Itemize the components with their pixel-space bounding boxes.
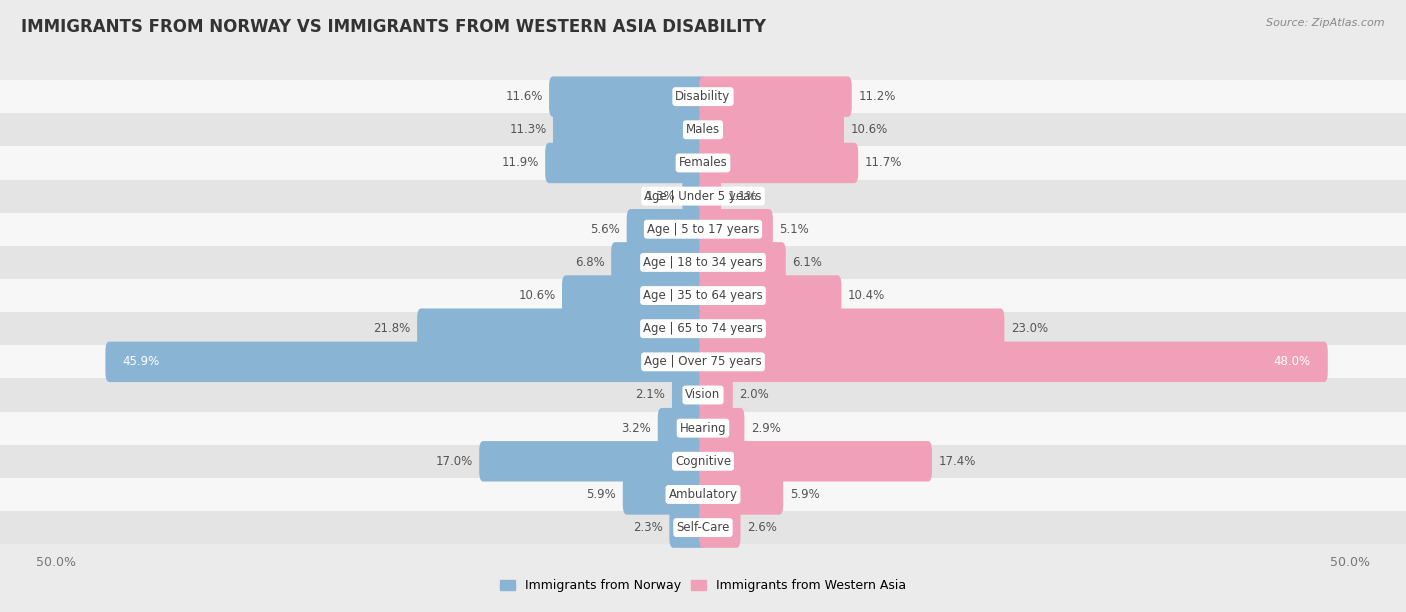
FancyBboxPatch shape: [672, 375, 707, 415]
Text: 11.9%: 11.9%: [502, 157, 538, 170]
FancyBboxPatch shape: [0, 511, 1406, 544]
FancyBboxPatch shape: [699, 507, 741, 548]
Text: 11.2%: 11.2%: [858, 90, 896, 103]
Text: Age | 5 to 17 years: Age | 5 to 17 years: [647, 223, 759, 236]
Text: Age | Over 75 years: Age | Over 75 years: [644, 356, 762, 368]
Text: 5.1%: 5.1%: [779, 223, 808, 236]
Text: Females: Females: [679, 157, 727, 170]
Text: 11.3%: 11.3%: [509, 123, 547, 136]
FancyBboxPatch shape: [699, 275, 841, 316]
Text: 1.3%: 1.3%: [647, 190, 676, 203]
FancyBboxPatch shape: [479, 441, 707, 482]
Text: 2.6%: 2.6%: [747, 521, 778, 534]
FancyBboxPatch shape: [0, 445, 1406, 478]
Text: 6.8%: 6.8%: [575, 256, 605, 269]
FancyBboxPatch shape: [699, 110, 844, 150]
Text: Hearing: Hearing: [679, 422, 727, 435]
FancyBboxPatch shape: [0, 80, 1406, 113]
FancyBboxPatch shape: [699, 143, 858, 183]
FancyBboxPatch shape: [0, 179, 1406, 212]
FancyBboxPatch shape: [699, 474, 783, 515]
Text: 2.3%: 2.3%: [633, 521, 662, 534]
FancyBboxPatch shape: [0, 378, 1406, 411]
Text: 21.8%: 21.8%: [374, 322, 411, 335]
Text: 5.9%: 5.9%: [586, 488, 616, 501]
Text: Age | 65 to 74 years: Age | 65 to 74 years: [643, 322, 763, 335]
FancyBboxPatch shape: [0, 212, 1406, 246]
Text: 5.6%: 5.6%: [591, 223, 620, 236]
Text: 23.0%: 23.0%: [1011, 322, 1047, 335]
Text: Cognitive: Cognitive: [675, 455, 731, 468]
FancyBboxPatch shape: [658, 408, 707, 449]
Text: 48.0%: 48.0%: [1274, 356, 1310, 368]
Text: 6.1%: 6.1%: [792, 256, 823, 269]
FancyBboxPatch shape: [699, 209, 773, 250]
Text: 45.9%: 45.9%: [122, 356, 159, 368]
FancyBboxPatch shape: [682, 176, 707, 216]
FancyBboxPatch shape: [699, 176, 721, 216]
Text: IMMIGRANTS FROM NORWAY VS IMMIGRANTS FROM WESTERN ASIA DISABILITY: IMMIGRANTS FROM NORWAY VS IMMIGRANTS FRO…: [21, 18, 766, 36]
Text: 2.0%: 2.0%: [740, 389, 769, 401]
Text: Age | Under 5 years: Age | Under 5 years: [644, 190, 762, 203]
Text: Vision: Vision: [685, 389, 721, 401]
Text: 5.9%: 5.9%: [790, 488, 820, 501]
Legend: Immigrants from Norway, Immigrants from Western Asia: Immigrants from Norway, Immigrants from …: [495, 574, 911, 597]
FancyBboxPatch shape: [0, 312, 1406, 345]
FancyBboxPatch shape: [699, 375, 733, 415]
FancyBboxPatch shape: [627, 209, 707, 250]
FancyBboxPatch shape: [623, 474, 707, 515]
FancyBboxPatch shape: [0, 345, 1406, 378]
Text: 3.2%: 3.2%: [621, 422, 651, 435]
FancyBboxPatch shape: [553, 110, 707, 150]
Text: 11.6%: 11.6%: [505, 90, 543, 103]
FancyBboxPatch shape: [699, 341, 1327, 382]
FancyBboxPatch shape: [546, 143, 707, 183]
FancyBboxPatch shape: [699, 308, 1004, 349]
FancyBboxPatch shape: [105, 341, 707, 382]
Text: 11.7%: 11.7%: [865, 157, 903, 170]
FancyBboxPatch shape: [699, 408, 744, 449]
FancyBboxPatch shape: [699, 76, 852, 117]
Text: 1.1%: 1.1%: [727, 190, 758, 203]
FancyBboxPatch shape: [0, 279, 1406, 312]
Text: Source: ZipAtlas.com: Source: ZipAtlas.com: [1267, 18, 1385, 28]
FancyBboxPatch shape: [418, 308, 707, 349]
FancyBboxPatch shape: [612, 242, 707, 283]
Text: 2.9%: 2.9%: [751, 422, 780, 435]
Text: 17.0%: 17.0%: [436, 455, 472, 468]
FancyBboxPatch shape: [0, 246, 1406, 279]
FancyBboxPatch shape: [699, 242, 786, 283]
FancyBboxPatch shape: [0, 411, 1406, 445]
Text: 10.6%: 10.6%: [519, 289, 555, 302]
Text: 2.1%: 2.1%: [636, 389, 665, 401]
Text: Self-Care: Self-Care: [676, 521, 730, 534]
Text: 10.6%: 10.6%: [851, 123, 887, 136]
Text: Age | 35 to 64 years: Age | 35 to 64 years: [643, 289, 763, 302]
FancyBboxPatch shape: [550, 76, 707, 117]
FancyBboxPatch shape: [0, 146, 1406, 179]
Text: 10.4%: 10.4%: [848, 289, 886, 302]
FancyBboxPatch shape: [562, 275, 707, 316]
FancyBboxPatch shape: [0, 113, 1406, 146]
Text: Disability: Disability: [675, 90, 731, 103]
Text: Ambulatory: Ambulatory: [668, 488, 738, 501]
FancyBboxPatch shape: [669, 507, 707, 548]
Text: 17.4%: 17.4%: [938, 455, 976, 468]
Text: Males: Males: [686, 123, 720, 136]
FancyBboxPatch shape: [0, 478, 1406, 511]
Text: Age | 18 to 34 years: Age | 18 to 34 years: [643, 256, 763, 269]
FancyBboxPatch shape: [699, 441, 932, 482]
